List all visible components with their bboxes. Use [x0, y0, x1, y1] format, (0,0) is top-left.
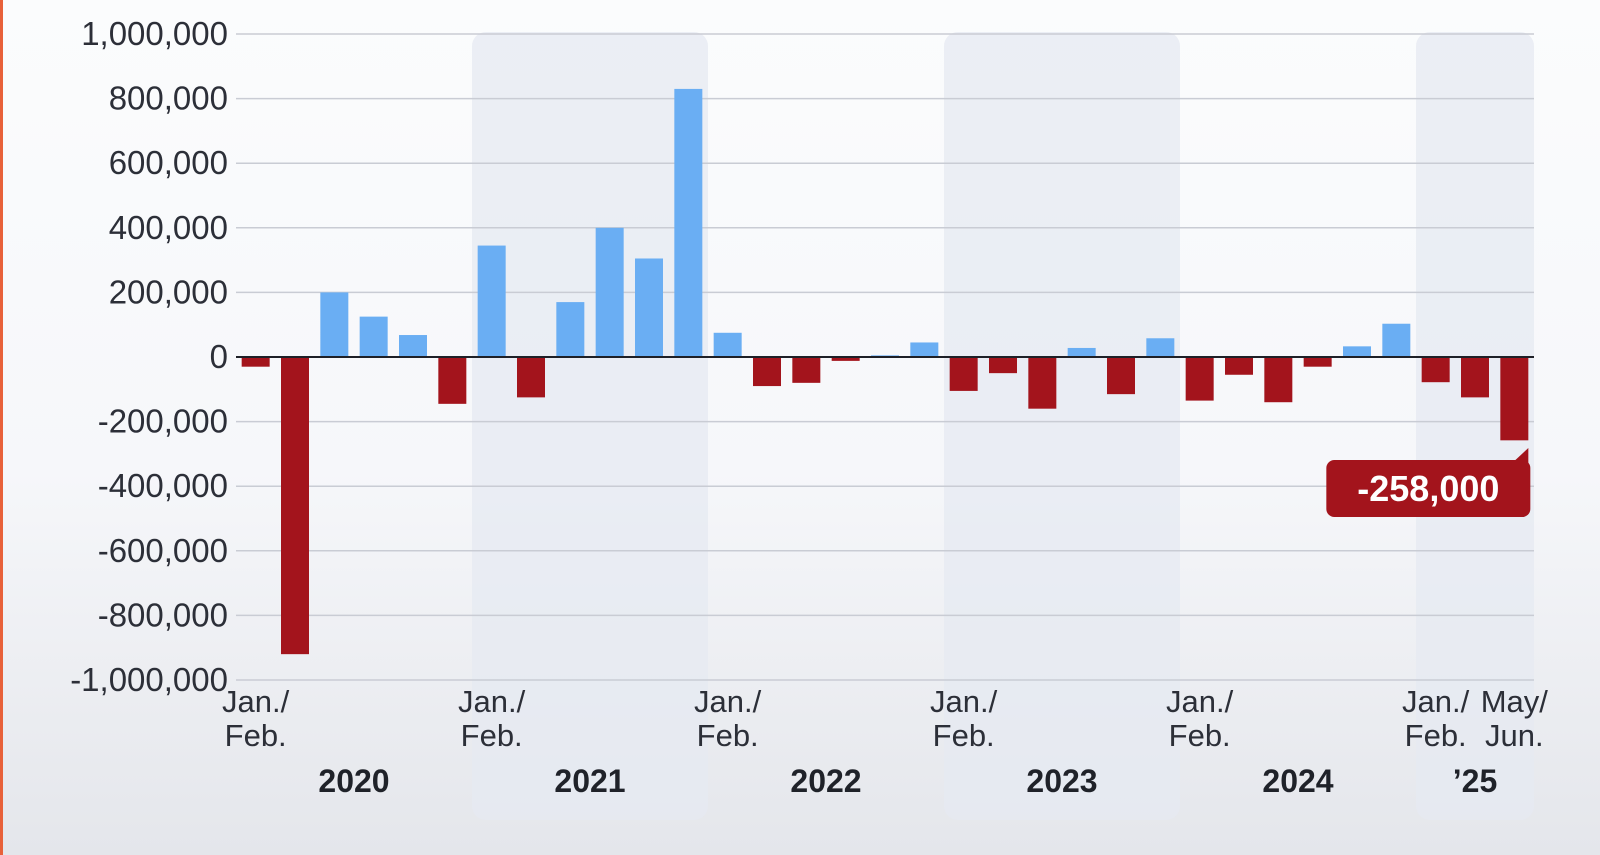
bar-sep-oct-2020 [399, 335, 427, 357]
x-tick-label: Jan./Feb. [1166, 684, 1234, 753]
y-tick-label: -600,000 [98, 532, 228, 569]
value-callout: -258,000 [1326, 448, 1531, 517]
x-tick-label: Jan./Feb. [458, 684, 526, 753]
y-axis-ticks: 1,000,000 800,000 600,000 400,000 200,000 0 -2… [70, 15, 228, 698]
y-tick-label: 200,000 [109, 273, 228, 310]
bar-may-jun-2020 [320, 292, 349, 357]
y-tick-label: -1,000,000 [70, 661, 228, 698]
callout-label: -258,000 [1357, 468, 1499, 509]
year-label: 2022 [790, 763, 861, 799]
y-tick-label: 600,000 [109, 144, 228, 181]
year-label: 2023 [1026, 763, 1097, 799]
bars [241, 88, 1529, 655]
x-tick-label: Jan./Feb. [1402, 684, 1470, 753]
bar-nov-dec-2024 [1382, 323, 1411, 357]
bar-mar-apr-2021 [517, 357, 545, 398]
bar-mar-apr-2023 [989, 357, 1017, 374]
y-tick-label: -400,000 [98, 467, 228, 504]
bar-mar-apr-2022 [753, 357, 781, 387]
x-tick-label: Jan./Feb. [930, 684, 998, 753]
bar-sep-oct-2023 [1107, 357, 1135, 395]
bar-jul-aug-2022 [831, 357, 860, 361]
bar-nov-dec-2020 [438, 357, 467, 404]
bar-jan-feb-2021 [477, 245, 506, 357]
x-tick-label: Jan./Feb. [222, 684, 290, 753]
grid-lines [236, 33, 1534, 681]
bar-may-jun-2025 [1500, 357, 1529, 441]
bar-jul-aug-2023 [1067, 347, 1096, 357]
bar-may-jun-2023 [1028, 357, 1057, 409]
year-label: ’25 [1453, 763, 1497, 799]
bar-nov-dec-2022 [910, 342, 939, 357]
bar-jan-feb-2020 [241, 357, 270, 367]
year-label: 2024 [1262, 763, 1333, 799]
bar-nov-dec-2023 [1146, 338, 1175, 357]
bar-jul-aug-2024 [1303, 357, 1332, 367]
y-tick-label: -200,000 [98, 403, 228, 440]
callout-box [1326, 460, 1531, 517]
x-tick-label: May/Jun. [1481, 684, 1549, 753]
bar-may-jun-2024 [1264, 357, 1293, 403]
y-tick-label: 400,000 [109, 209, 228, 246]
year-labels: 2020 2021 2022 2023 2024 ’25 [318, 763, 1497, 799]
bar-may-jun-2021 [556, 302, 585, 357]
year-label: 2020 [318, 763, 389, 799]
year-band-3 [944, 32, 1180, 820]
year-band-1 [472, 32, 708, 820]
bar-nov-dec-2021 [674, 88, 703, 357]
y-tick-label: -800,000 [98, 596, 228, 633]
bar-jul-aug-2020 [359, 316, 388, 357]
bar-mar-apr-2020 [281, 357, 309, 655]
bar-mar-apr-2025 [1461, 357, 1489, 398]
year-band-5 [1416, 32, 1534, 820]
bar-jan-feb-2025 [1421, 357, 1450, 383]
y-tick-label: 0 [210, 338, 228, 375]
bar-sep-oct-2021 [635, 258, 663, 357]
x-tick-label: Jan./Feb. [694, 684, 762, 753]
bar-jan-feb-2024 [1185, 357, 1214, 401]
x-axis-ticks: Jan./Feb. Jan./Feb. Jan./Feb. Jan./Feb. Jan.… [222, 684, 1548, 753]
edge-accent-strip [0, 0, 3, 855]
bar-sep-oct-2024 [1343, 346, 1371, 357]
bar-jan-feb-2023 [949, 357, 978, 391]
year-label: 2021 [554, 763, 625, 799]
bar-mar-apr-2024 [1225, 357, 1253, 375]
bar-may-jun-2022 [792, 357, 821, 383]
y-tick-label: 1,000,000 [81, 15, 228, 52]
bar-jan-feb-2022 [713, 332, 742, 357]
y-tick-label: 800,000 [109, 80, 228, 117]
year-bands [472, 32, 1534, 820]
bar-jul-aug-2021 [595, 227, 624, 357]
